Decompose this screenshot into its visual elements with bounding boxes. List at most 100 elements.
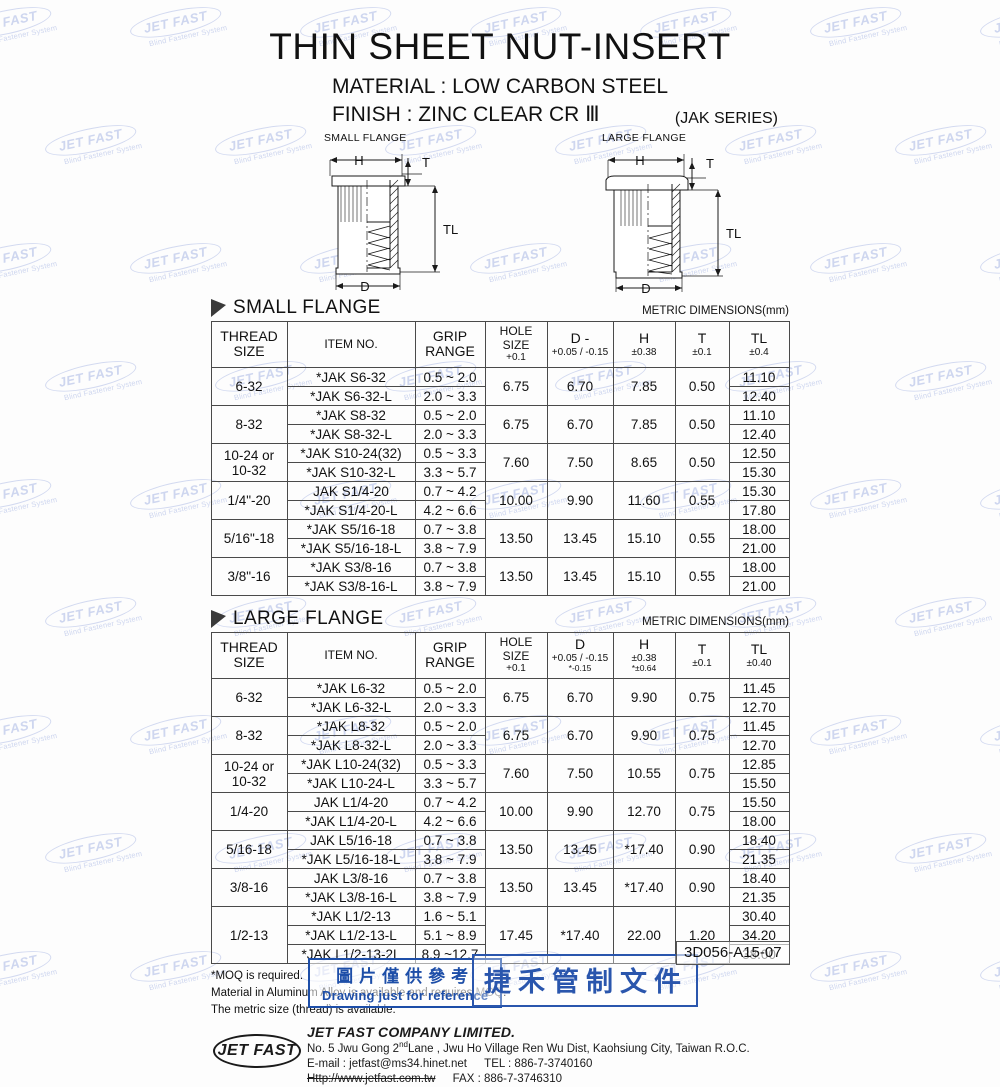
table-row: *JAK S1/4-20-L 4.2 ~ 6.6 17.80 xyxy=(211,500,790,521)
small-dim-h-label: H xyxy=(354,153,363,168)
cell-item-no: *JAK S6-32 xyxy=(286,367,416,388)
cell-hole-size: 13.50 xyxy=(484,868,548,908)
cell-item-no: *JAK S5/16-18 xyxy=(286,519,416,540)
table-row: 6-32 *JAK S6-32 0.5 ~ 2.0 6.75 6.70 7.85 0.50 1… xyxy=(210,367,790,407)
cell-t: 0.50 xyxy=(674,367,730,407)
title-block: THIN SHEET NUT-INSERT MATERIAL : LOW CAR… xyxy=(0,0,1000,128)
company-fax: FAX : 886-7-3746310 xyxy=(452,1073,562,1086)
cell-d: 6.70 xyxy=(546,405,614,445)
cell-hole-size: 6.75 xyxy=(484,405,548,445)
column-header: GRIP RANGE xyxy=(414,632,486,680)
cell-d: 6.70 xyxy=(546,716,614,756)
drawing-area: SMALL FLANGE xyxy=(0,132,1000,297)
cell-d: 7.50 xyxy=(546,754,614,794)
cell-item-no: *JAK S10-24(32) xyxy=(286,443,416,464)
table-row: *JAK S5/16-18-L 3.8 ~ 7.9 21.00 xyxy=(211,538,790,559)
large-flange-table: THREAD SIZE ITEM NO. GRIP RANGE HOLE SIZE +0.1… xyxy=(210,632,790,965)
cell-tl: 21.35 xyxy=(728,887,790,908)
cell-t: 0.90 xyxy=(674,868,730,908)
large-dim-d-label: D xyxy=(641,281,650,296)
small-flange-section-header: SMALL FLANGE METRIC DIMENSIONS(mm) xyxy=(211,297,789,321)
cell-grip-range: 3.3 ~ 5.7 xyxy=(414,773,486,794)
cell-tl: 21.35 xyxy=(728,849,790,870)
cell-hole-size: 6.75 xyxy=(484,678,548,718)
company-website[interactable]: Http://www.jetfast.com.tw xyxy=(307,1073,436,1086)
company-tel: TEL : 886-7-3740160 xyxy=(484,1058,593,1071)
small-dim-tl-label: TL xyxy=(443,222,458,237)
material-line: MATERIAL : LOW CARBON STEEL xyxy=(331,74,669,98)
cell-thread-size: 10-24 or 10-32 xyxy=(210,754,288,794)
table-row: 10-24 or 10-32 *JAK S10-24(32) 0.5 ~ 3.3 7.6… xyxy=(210,443,790,483)
cell-thread-size: 5/16"-18 xyxy=(210,519,288,559)
cell-item-no: *JAK S6-32-L xyxy=(286,386,416,407)
cell-h: 9.90 xyxy=(612,678,676,718)
finish-line: FINISH : ZINC CLEAR CR Ⅲ xyxy=(331,102,600,126)
cell-thread-size: 8-32 xyxy=(210,405,288,445)
cell-item-no: *JAK S3/8-16 xyxy=(286,557,416,578)
cell-tl: 18.00 xyxy=(728,811,790,832)
cell-t: 0.55 xyxy=(674,519,730,559)
large-flange-svg: H T TL D xyxy=(605,153,741,296)
cell-hole-size: 13.50 xyxy=(484,830,548,870)
small-dim-t-label: T xyxy=(422,155,430,170)
column-header: H ±0.38 xyxy=(612,321,676,369)
table-row: 3/8"-16 *JAK S3/8-16 0.7 ~ 3.8 13.50 13.45 15… xyxy=(210,557,790,597)
cell-grip-range: 3.8 ~ 7.9 xyxy=(414,887,486,908)
column-header: D +0.05 / -0.15 *-0.15 xyxy=(546,632,614,680)
cell-thread-size: 10-24 or 10-32 xyxy=(210,443,288,483)
cell-t: 0.50 xyxy=(674,443,730,483)
table-row: 1/4"-20 JAK S1/4-20 0.7 ~ 4.2 10.00 9.90 11.6… xyxy=(210,481,790,521)
cell-thread-size: 8-32 xyxy=(210,716,288,756)
column-header: THREAD SIZE xyxy=(210,632,288,680)
cell-item-no: *JAK L10-24-L xyxy=(286,773,416,794)
cell-tl: 15.50 xyxy=(728,773,790,794)
table-row: *JAK S6-32-L 2.0 ~ 3.3 12.40 xyxy=(211,386,790,407)
cell-hole-size: 10.00 xyxy=(484,792,548,832)
cell-tl: 12.50 xyxy=(728,443,790,464)
cell-h: 15.10 xyxy=(612,557,676,597)
cell-item-no: *JAK S3/8-16-L xyxy=(286,576,416,597)
cell-tl: 15.30 xyxy=(728,481,790,502)
small-flange-table: THREAD SIZE ITEM NO. GRIP RANGE HOLE SIZE +0.1… xyxy=(210,321,790,597)
series-tag: (JAK SERIES) xyxy=(674,110,778,127)
table-header-row: THREAD SIZE ITEM NO. GRIP RANGE HOLE SIZE +0.1… xyxy=(210,632,790,680)
cell-d: 13.45 xyxy=(546,868,614,908)
reference-stamp-en: Drawing just for reference xyxy=(322,988,489,1003)
cell-tl: 18.00 xyxy=(728,519,790,540)
company-address: No. 5 Jwu Gong 2ndLane , Jwu Ho Village … xyxy=(307,1040,750,1056)
cell-thread-size: 1/4"-20 xyxy=(210,481,288,521)
cell-thread-size: 6-32 xyxy=(210,367,288,407)
cell-tl: 21.00 xyxy=(728,538,790,559)
cell-hole-size: 7.60 xyxy=(484,443,548,483)
column-header: TL ±0.40 xyxy=(728,632,790,680)
column-header: HOLE SIZE +0.1 xyxy=(484,321,548,369)
cell-h: 12.70 xyxy=(612,792,676,832)
cell-grip-range: 0.7 ~ 3.8 xyxy=(414,519,486,540)
cell-item-no: *JAK S5/16-18-L xyxy=(286,538,416,559)
cell-d: 7.50 xyxy=(546,443,614,483)
cell-item-no: *JAK L1/2-13 xyxy=(286,906,416,927)
table-row: *JAK S3/8-16-L 3.8 ~ 7.9 21.00 xyxy=(211,576,790,597)
cell-item-no: JAK S1/4-20 xyxy=(286,481,416,502)
cell-item-no: *JAK L10-24(32) xyxy=(286,754,416,775)
cell-t: 0.50 xyxy=(674,405,730,445)
cell-d: 13.45 xyxy=(546,557,614,597)
cell-hole-size: 6.75 xyxy=(484,367,548,407)
cell-tl: 12.40 xyxy=(728,424,790,445)
cell-grip-range: 0.5 ~ 2.0 xyxy=(414,367,486,388)
table-row: 8-32 *JAK L8-32 0.5 ~ 2.0 6.75 6.70 9.90 0.75 1… xyxy=(210,716,790,756)
cell-tl: 18.40 xyxy=(728,868,790,889)
cell-tl: 18.40 xyxy=(728,830,790,851)
table-row: *JAK S10-32-L 3.3 ~ 5.7 15.30 xyxy=(211,462,790,483)
table-row: 5/16"-18 *JAK S5/16-18 0.7 ~ 3.8 13.50 13.45… xyxy=(210,519,790,559)
cell-grip-range: 0.5 ~ 3.3 xyxy=(414,443,486,464)
note-line: *MOQ is required. xyxy=(211,970,304,983)
small-flange-drawing-caption: SMALL FLANGE xyxy=(324,132,407,145)
table-row: *JAK L1/2-13-L 5.1 ~ 8.9 34.20 xyxy=(211,925,790,946)
large-dim-t-label: T xyxy=(706,156,714,171)
reference-stamp-cn: 圖片僅供參考 xyxy=(336,967,475,986)
cell-item-no: *JAK L1/4-20-L xyxy=(286,811,416,832)
cell-tl: 30.40 xyxy=(728,906,790,927)
table-row: *JAK L3/8-16-L 3.8 ~ 7.9 21.35 xyxy=(211,887,790,908)
